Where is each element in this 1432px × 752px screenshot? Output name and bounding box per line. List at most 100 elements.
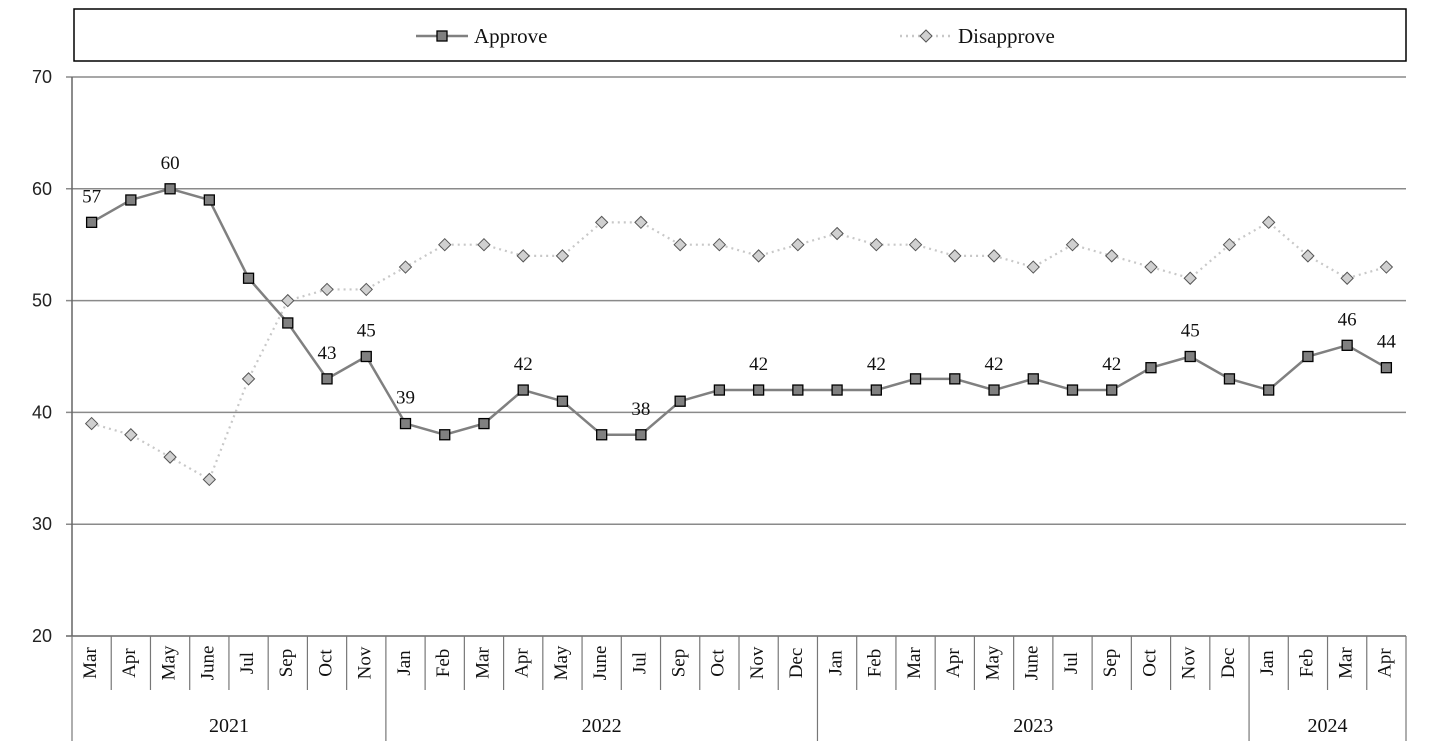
disapprove-point	[1105, 249, 1119, 263]
disapprove-point	[1301, 249, 1315, 263]
disapprove-point	[751, 249, 766, 263]
gridlines	[66, 76, 1406, 637]
approve-data-label: 43	[318, 343, 337, 364]
approve-point	[596, 429, 608, 441]
disapprove-point	[712, 237, 727, 252]
approve-data-label: 42	[514, 354, 533, 375]
x-tick-label: Sep	[669, 649, 690, 678]
approve-point	[1263, 384, 1275, 396]
approve-point	[242, 272, 255, 284]
x-tick-label: Feb	[865, 649, 886, 678]
approve-data-label: 42	[867, 354, 886, 375]
legend-disapprove: Disapprove	[900, 24, 1055, 48]
approve-point	[1184, 350, 1196, 363]
approve-data-label: 42	[985, 354, 1004, 375]
approve-point	[556, 395, 569, 407]
x-tick-label: Oct	[708, 649, 729, 677]
x-tick-label: June	[1022, 646, 1043, 681]
disapprove-line	[91, 221, 1387, 482]
x-tick-label: Nov	[747, 646, 768, 679]
legend-approve-label: Approve	[474, 24, 547, 48]
y-tick-label: 40	[32, 402, 52, 422]
x-tick-label: June	[198, 646, 219, 681]
disapprove-point	[320, 282, 334, 297]
y-axis-ticks: 20 30 40 50 60 70	[32, 67, 52, 646]
approve-data-label: 45	[1181, 321, 1200, 342]
approve-point	[360, 350, 372, 363]
x-tick-label: Jul	[629, 652, 650, 674]
approve-point	[752, 384, 765, 396]
approve-point	[1380, 362, 1393, 374]
approve-data-label: 45	[357, 321, 376, 342]
disapprove-point	[594, 215, 609, 230]
disapprove-point	[1065, 237, 1080, 252]
data-labels: 57 60 43 45 39 42 38 42 42 42 42 45 46 44	[82, 153, 1396, 420]
approve-point	[870, 384, 882, 396]
approve-point	[1223, 373, 1236, 385]
disapprove-point	[555, 249, 570, 263]
disapprove-point	[398, 260, 413, 274]
y-tick-label: 20	[32, 626, 52, 646]
approve-point	[949, 373, 961, 385]
x-tick-label: Jan	[825, 650, 846, 676]
approve-point	[792, 384, 804, 396]
approve-point	[399, 417, 412, 430]
approve-point	[674, 395, 686, 407]
x-tick-label: Jan	[1257, 650, 1278, 676]
x-tick-label: Jul	[1061, 652, 1082, 674]
disapprove-point	[438, 237, 452, 252]
x-tick-label: Apr	[512, 648, 533, 678]
approve-point	[635, 429, 647, 441]
approve-point	[1106, 384, 1118, 396]
series-layer	[84, 183, 1394, 487]
approve-point	[203, 194, 215, 206]
disapprove-point	[163, 450, 177, 464]
approve-point	[1027, 373, 1039, 385]
disapprove-point	[1026, 260, 1040, 274]
y-tick-label: 70	[32, 67, 52, 87]
x-tick-label: Jan	[394, 650, 415, 676]
x-tick-label: Feb	[1296, 649, 1317, 678]
approve-point	[85, 216, 98, 228]
approve-point	[831, 384, 843, 396]
disapprove-point	[830, 226, 844, 241]
y-tick-label: 30	[32, 514, 52, 534]
approve-data-label: 46	[1338, 309, 1357, 330]
x-tick-label: Sep	[276, 649, 297, 678]
x-tick-label: Apr	[943, 648, 964, 678]
disapprove-point	[987, 249, 1001, 263]
approve-point	[988, 384, 1000, 396]
disapprove-point	[202, 472, 217, 487]
approve-point	[909, 373, 922, 385]
disapprove-point	[516, 249, 530, 263]
approve-point	[1341, 339, 1353, 351]
disapprove-point	[1222, 237, 1237, 252]
x-tick-label: Jul	[237, 652, 258, 674]
x-tick-label: Mar	[472, 647, 493, 679]
x-tick-label: June	[590, 646, 611, 681]
disapprove-point	[1261, 215, 1276, 230]
disapprove-point	[1379, 260, 1394, 274]
approve-point	[713, 384, 726, 396]
x-tick-label: May	[158, 645, 179, 680]
approve-line	[90, 187, 1388, 437]
year-label: 2023	[1013, 715, 1053, 737]
x-tick-label: Nov	[1179, 646, 1200, 679]
disapprove-point	[124, 428, 138, 442]
approve-point	[1066, 384, 1079, 396]
year-label: 2021	[209, 715, 249, 737]
x-tick-label: Apr	[1375, 648, 1396, 678]
x-tick-label: Mar	[1336, 647, 1357, 679]
disapprove-point	[869, 237, 884, 252]
legend-approve-marker	[436, 30, 448, 42]
approve-point	[1145, 362, 1157, 374]
approve-data-label: 42	[749, 354, 768, 375]
x-tick-label: Feb	[433, 649, 454, 678]
disapprove-point	[908, 237, 923, 252]
disapprove-point	[241, 372, 256, 386]
legend-disapprove-marker	[919, 29, 933, 43]
disapprove-point	[1183, 271, 1197, 285]
disapprove-point	[281, 293, 295, 308]
approve-data-label: 57	[82, 186, 101, 207]
approve-point	[439, 429, 451, 441]
